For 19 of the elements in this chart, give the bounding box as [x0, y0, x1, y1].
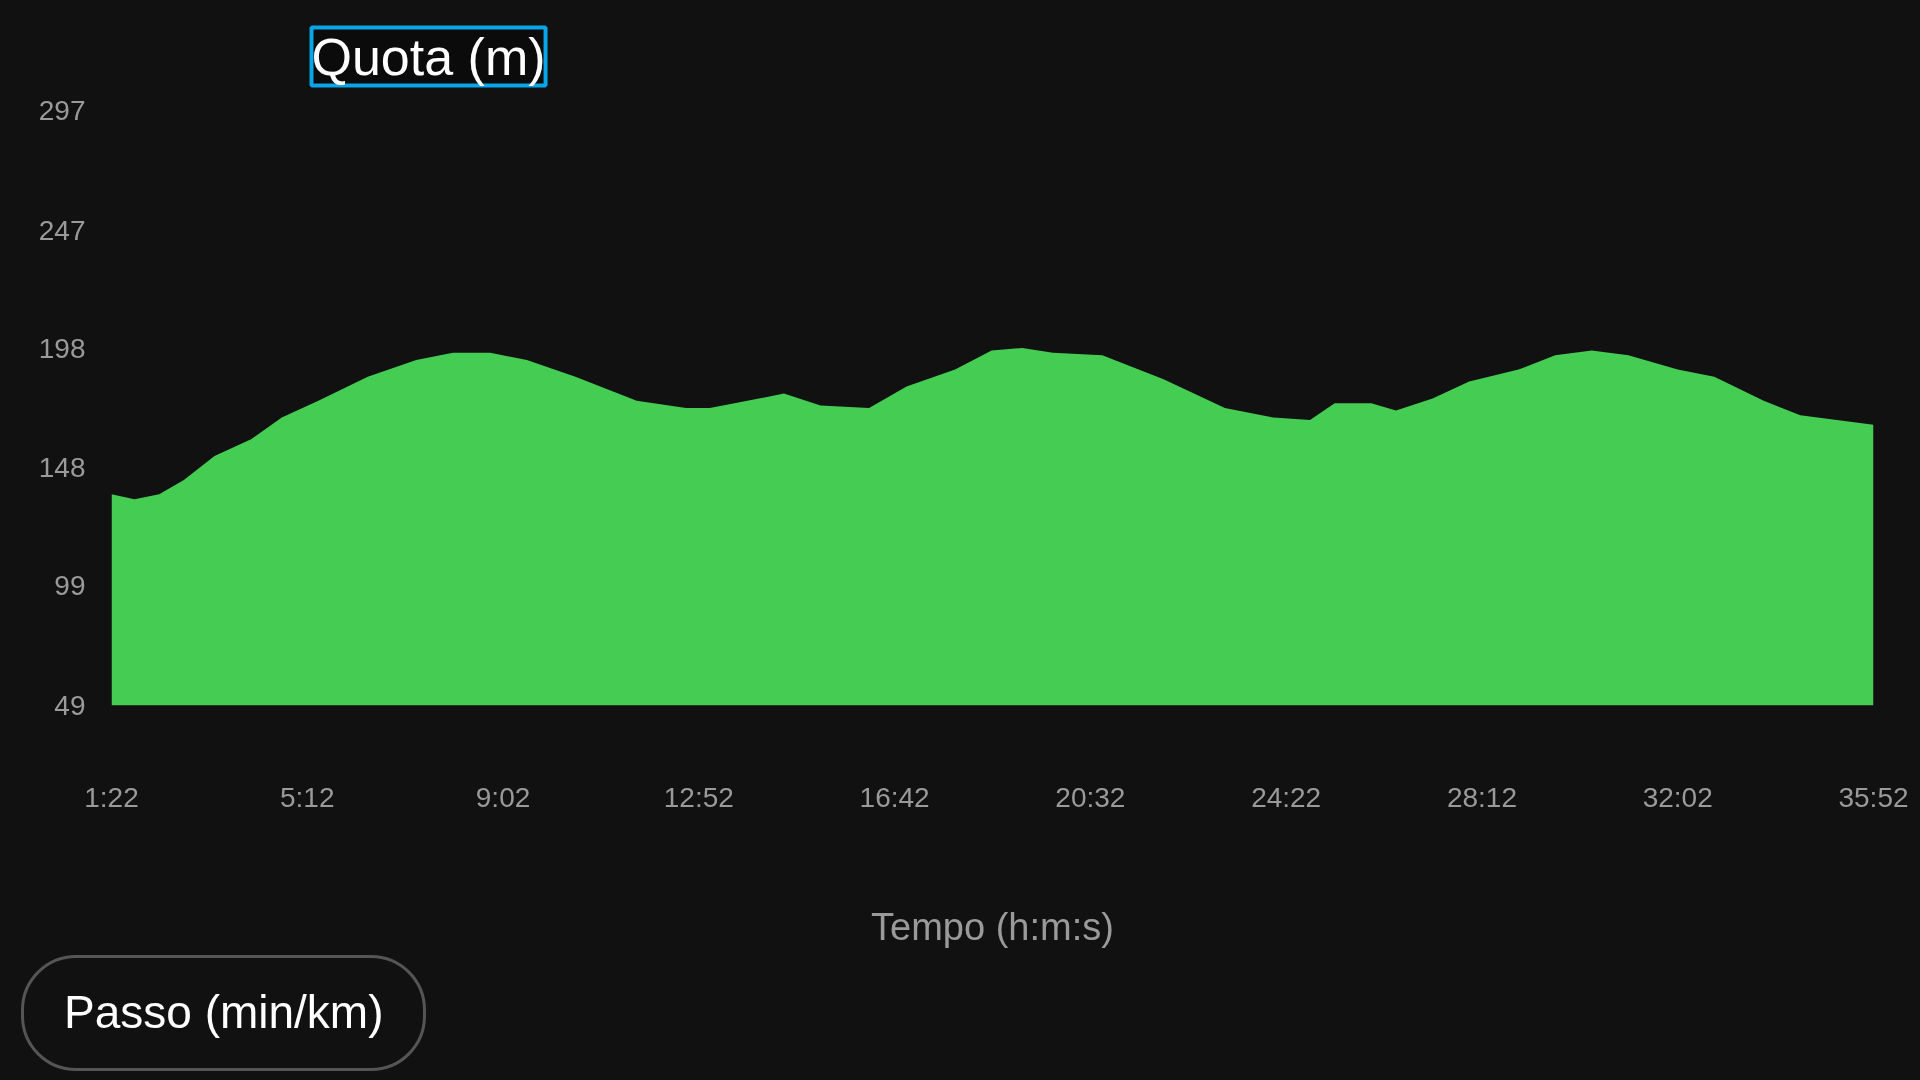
- chart-title: Quota (m): [311, 27, 546, 86]
- x-tick-label: 1:22: [84, 781, 139, 813]
- y-tick-label: 99: [54, 570, 86, 602]
- x-tick-label: 35:52: [1838, 781, 1909, 813]
- x-tick-label: 28:12: [1446, 781, 1517, 813]
- x-tick-label: 5:12: [280, 781, 335, 813]
- x-tick-label: 16:42: [859, 781, 930, 813]
- y-tick-label: 247: [38, 214, 86, 246]
- x-tick-label: 20:32: [1055, 781, 1126, 813]
- x-tick-label: 32:02: [1642, 781, 1713, 813]
- y-tick-label: 49: [54, 690, 86, 721]
- y-tick-label: 297: [38, 95, 86, 126]
- x-tick-label: 9:02: [475, 781, 531, 813]
- x-axis-title: Tempo (h:m:s): [871, 905, 1114, 948]
- text: Passo (min/km): [21, 955, 427, 1071]
- x-tick-label: 24:22: [1251, 781, 1322, 813]
- x-tick-label: 12:52: [663, 781, 734, 813]
- y-tick-label: 198: [38, 332, 86, 364]
- y-tick-label: 148: [38, 452, 86, 484]
